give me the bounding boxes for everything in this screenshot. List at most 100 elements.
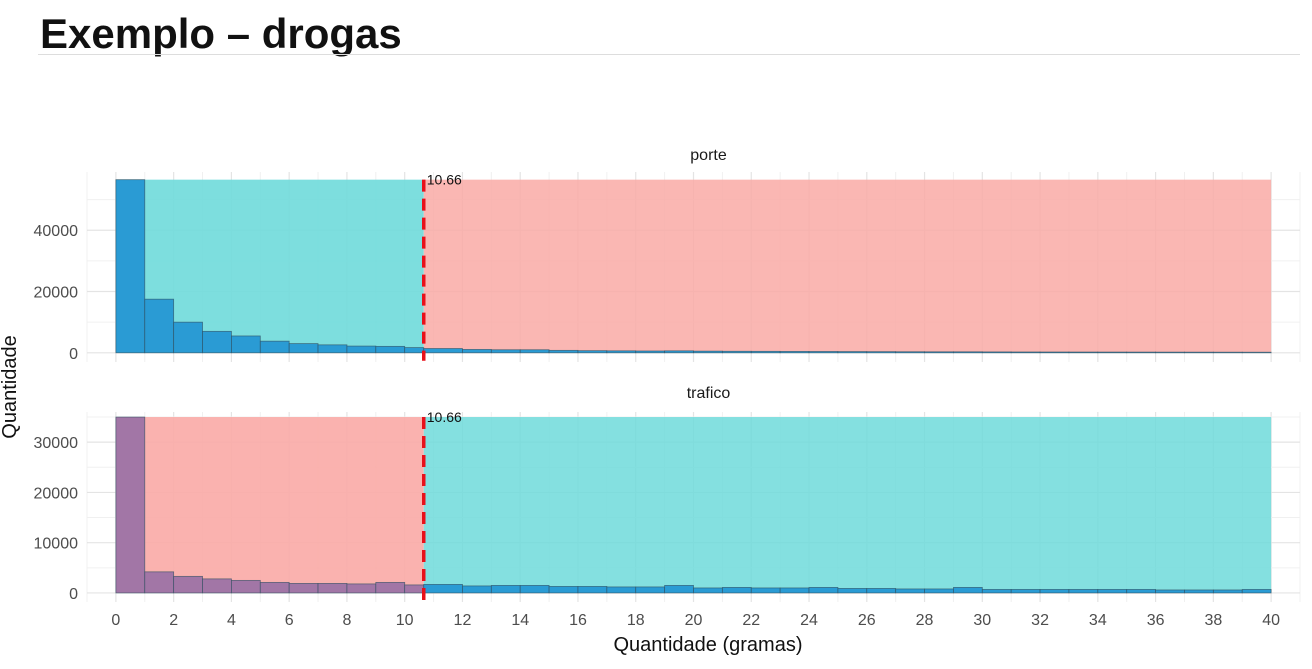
histogram-bar: [259, 340, 290, 354]
histogram-bar: [577, 586, 608, 594]
histogram-bar: [779, 587, 810, 594]
histogram-bar: [750, 350, 781, 354]
x-tick-label: 36: [1147, 612, 1165, 629]
histogram-bar: [548, 586, 579, 594]
histogram-bar: [924, 588, 954, 594]
x-tick-label: 16: [569, 612, 587, 629]
histogram-bar: [288, 343, 319, 354]
x-tick-label: 14: [511, 612, 529, 629]
x-tick-label: 26: [858, 612, 876, 629]
histogram-bar: [375, 581, 406, 594]
histogram-bar: [548, 349, 579, 354]
histogram-bar: [1184, 589, 1214, 594]
histogram-bar: [462, 585, 492, 594]
histogram-bar: [953, 351, 983, 354]
histogram-bar: [1212, 589, 1243, 594]
histogram-bar: [462, 349, 492, 354]
histogram-bar: [317, 344, 348, 354]
y-tick-label: 30000: [34, 435, 79, 452]
histogram-bar: [1039, 589, 1070, 594]
histogram-bar: [202, 578, 232, 594]
histogram-bar: [981, 589, 1012, 594]
histogram-bar: [1068, 351, 1099, 354]
y-tick-label: 40000: [34, 223, 79, 240]
x-tick-label: 20: [685, 612, 703, 629]
histogram-bar: [750, 587, 781, 594]
x-tick-label: 22: [742, 612, 760, 629]
histogram-bar: [1010, 589, 1041, 594]
x-tick-label: 10: [396, 612, 414, 629]
histogram-bar: [519, 349, 550, 354]
histogram-bar: [635, 586, 666, 594]
histogram-bar: [953, 587, 983, 594]
facet-strip-label: porte: [690, 147, 727, 164]
y-tick-label: 10000: [34, 536, 79, 553]
histogram-bar: [423, 584, 463, 594]
histogram-bar: [346, 345, 377, 354]
x-tick-label: 12: [454, 612, 472, 629]
histogram-bar: [895, 351, 925, 354]
histogram-bar: [1241, 351, 1272, 354]
histogram-bar: [1097, 351, 1128, 354]
panel-porte: 0 20000 40000 10.66 porte: [34, 147, 1301, 363]
histogram-bar: [664, 585, 694, 594]
histogram-bar: [866, 351, 897, 354]
x-tick-label: 32: [1031, 612, 1049, 629]
histogram-bar: [519, 585, 550, 594]
threshold-label: 10.66: [427, 409, 462, 425]
panel-trafico: 0 10000 20000 30000 10.66 trafico: [34, 385, 1301, 603]
histogram-bar: [1126, 589, 1156, 594]
x-tick-label: 24: [800, 612, 818, 629]
histogram-bar: [606, 350, 637, 354]
histogram-bar: [837, 351, 868, 354]
x-tick-label: 40: [1262, 612, 1280, 629]
histogram-bar: [259, 581, 290, 594]
x-tick-label: 30: [973, 612, 991, 629]
histogram-bar: [924, 351, 954, 354]
title-divider: [38, 54, 1300, 55]
histogram-bar: [115, 416, 146, 594]
histogram-bar: [1068, 589, 1099, 594]
histogram-bar: [837, 588, 868, 594]
y-tick-label: 0: [69, 346, 78, 363]
histogram-bar: [346, 583, 377, 594]
region-right-salmon: [423, 179, 1272, 353]
histogram-bar: [317, 583, 348, 594]
threshold-label: 10.66: [427, 172, 462, 188]
x-axis-ticks: 0 2 4 6 8 10 12 14 16 18 20 22 24 26 28 30 32 34 36 38 40: [111, 612, 1280, 629]
x-axis-label: Quantidade (gramas): [614, 634, 803, 656]
histogram-bar: [404, 584, 425, 594]
histogram-bar: [231, 579, 261, 594]
histogram-bar: [779, 351, 810, 354]
histogram-bar: [808, 351, 839, 354]
histogram-bar: [606, 586, 637, 594]
histogram-bar: [808, 587, 839, 594]
y-tick-label: 0: [69, 586, 78, 603]
x-tick-label: 8: [342, 612, 351, 629]
histogram-bar: [490, 349, 521, 354]
x-tick-label: 38: [1204, 612, 1222, 629]
histogram-bar: [231, 335, 261, 354]
histogram-bar: [895, 588, 925, 594]
region-right-teal: [423, 417, 1272, 593]
histogram-bar: [1097, 589, 1128, 594]
y-tick-label: 20000: [34, 285, 79, 302]
x-tick-label: 34: [1089, 612, 1107, 629]
histogram-bar: [664, 350, 694, 354]
x-tick-label: 28: [916, 612, 934, 629]
histogram-bar: [1155, 351, 1185, 354]
histogram-bar: [1241, 589, 1272, 594]
x-tick-label: 18: [627, 612, 645, 629]
histogram-bar: [115, 179, 146, 354]
x-tick-label: 2: [169, 612, 178, 629]
histogram-bar: [577, 350, 608, 354]
x-tick-label: 6: [285, 612, 294, 629]
histogram-bar: [866, 588, 897, 594]
histogram-bar: [981, 351, 1012, 354]
histogram-bar: [721, 350, 752, 354]
region-left-salmon: [115, 417, 424, 593]
histogram-bar: [693, 350, 723, 354]
histogram-bar: [1039, 351, 1070, 354]
histogram-bar: [375, 345, 406, 354]
